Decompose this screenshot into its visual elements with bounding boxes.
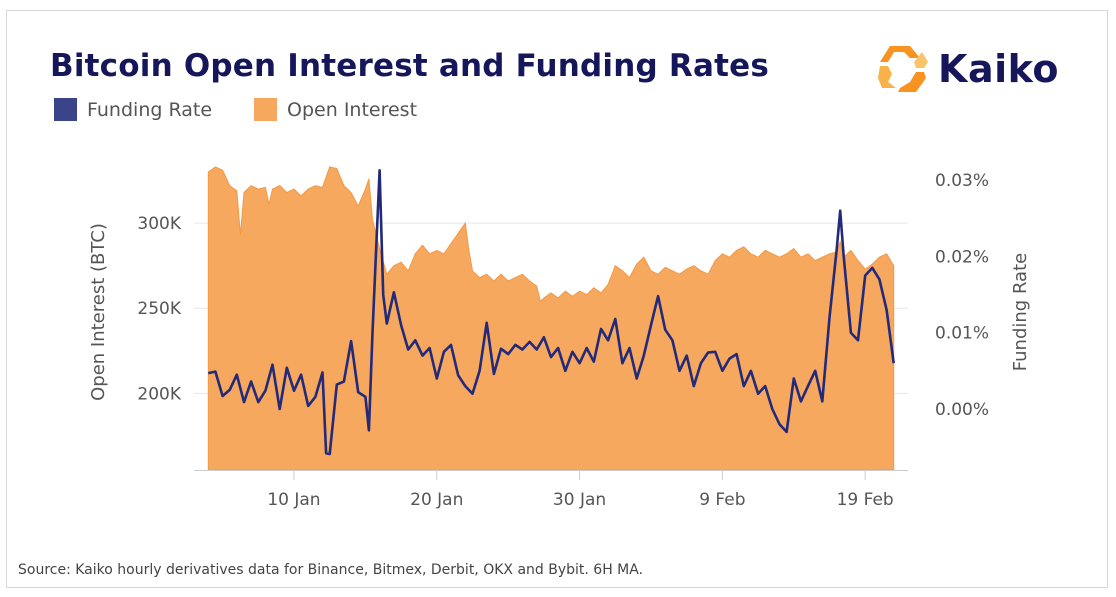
y-left-tick-label-2: 300K: [137, 214, 181, 234]
x-tick-label-3: 9 Feb: [699, 490, 745, 510]
y-left-tick-label-0: 200K: [137, 384, 181, 404]
source-note: Source: Kaiko hourly derivatives data fo…: [18, 562, 644, 578]
x-tick-label-1: 20 Jan: [410, 490, 463, 510]
kaiko-logo: Kaiko: [876, 44, 1059, 94]
legend: Funding Rate Open Interest: [54, 98, 459, 121]
y-right-tick-label-0: 0.00%: [935, 400, 989, 420]
chart-title: Bitcoin Open Interest and Funding Rates: [50, 48, 769, 84]
y-right-axis-title: Funding Rate: [1010, 253, 1031, 371]
y-right-tick-label-1: 0.01%: [935, 324, 989, 344]
open-interest-area: [207, 166, 895, 471]
legend-item-funding-rate[interactable]: Funding Rate: [54, 98, 212, 121]
y-right-tick-label-2: 0.02%: [935, 247, 989, 267]
kaiko-logo-icon: [878, 46, 928, 92]
x-tick-label-0: 10 Jan: [267, 490, 320, 510]
funding-rate-line-layer: [208, 169, 895, 456]
legend-label-open-interest: Open Interest: [287, 98, 418, 121]
x-tick-label-4: 19 Feb: [837, 490, 894, 510]
legend-swatch-funding-rate: [54, 98, 77, 121]
x-tick-label-2: 30 Jan: [553, 490, 606, 510]
legend-item-open-interest[interactable]: Open Interest: [254, 98, 417, 121]
kaiko-logo-text: Kaiko: [938, 47, 1059, 91]
axes: 10 Jan 20 Jan 30 Jan 9 Feb 19 Feb 200K 250K 300…: [88, 171, 1031, 510]
legend-swatch-open-interest: [254, 98, 278, 121]
funding-rate-line: [208, 169, 895, 456]
y-left-tick-label-1: 250K: [137, 299, 181, 319]
open-interest-area-layer: [207, 166, 895, 471]
legend-label-funding-rate: Funding Rate: [87, 98, 213, 121]
y-right-tick-label-3: 0.03%: [935, 171, 989, 191]
y-left-axis-title: Open Interest (BTC): [88, 223, 109, 401]
